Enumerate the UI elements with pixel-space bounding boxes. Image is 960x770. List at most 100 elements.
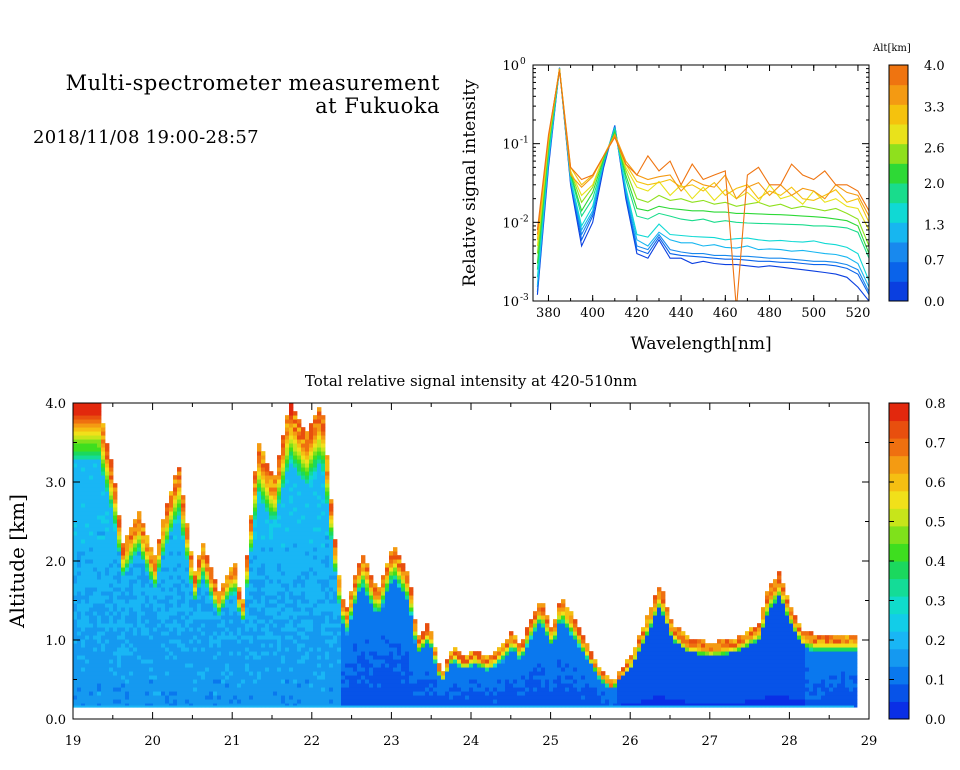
heatmap-cell <box>225 603 230 608</box>
heatmap-cell <box>125 659 130 664</box>
heatmap-cell <box>521 659 526 664</box>
heatmap-cell <box>185 539 190 544</box>
heatmap-cell <box>117 575 122 580</box>
heatmap-cell <box>97 499 102 504</box>
heatmap-cell <box>505 683 510 688</box>
heatmap-cell <box>273 563 278 568</box>
heatmap-cell <box>89 431 94 436</box>
heatmap-cell <box>493 671 498 676</box>
heatmap-cell <box>293 447 298 452</box>
heatmap-cell <box>73 635 78 640</box>
heatmap-cell <box>277 599 282 604</box>
heatmap-cell <box>397 691 402 696</box>
heatmap-cell <box>289 687 294 692</box>
heatmap-cell <box>365 575 370 580</box>
heatmap-cell <box>121 587 126 592</box>
heatmap-cell <box>157 595 162 600</box>
heatmap-cell <box>285 559 290 564</box>
heatmap-cell <box>141 691 146 696</box>
heatmap-cell <box>217 679 222 684</box>
heatmap-cell <box>369 619 374 624</box>
heatmap-cell <box>305 523 310 528</box>
heatmap-cell <box>117 679 122 684</box>
heatmap-cell <box>313 603 318 608</box>
heatmap-cell <box>129 595 134 600</box>
heatmap-cell <box>537 671 542 676</box>
heatmap-cell <box>173 503 178 508</box>
spectrum-series-10 <box>536 69 869 235</box>
heatmap-cell <box>105 519 110 524</box>
heatmap-cell <box>325 675 330 680</box>
heatmap-cell <box>293 475 298 480</box>
heatmap-cell <box>97 687 102 692</box>
heatmap-cell <box>265 467 270 472</box>
heatmap-cell <box>101 603 106 608</box>
heatmap-cell <box>505 667 510 672</box>
heatmap-cell <box>477 687 482 692</box>
heatmap-cell <box>117 695 122 700</box>
heatmap-cell <box>217 675 222 680</box>
heatmap-cell <box>405 599 410 604</box>
heatmap-cell <box>525 667 530 672</box>
heatmap-cell <box>373 703 378 708</box>
heatmap-cell <box>329 543 334 548</box>
altitude-colorbar-cell <box>889 65 908 86</box>
heatmap-cell <box>473 663 478 668</box>
heatmap-cell <box>377 687 382 692</box>
heatmap-cell <box>101 515 106 520</box>
heatmap-cell <box>165 631 170 636</box>
heatmap-cell <box>189 663 194 668</box>
heatmap-cell <box>257 567 262 572</box>
heatmap-cell <box>185 639 190 644</box>
heatmap-cell <box>149 555 154 560</box>
heatmap-cell <box>85 475 90 480</box>
heatmap-cell <box>165 647 170 652</box>
heatmap-cell <box>105 671 110 676</box>
heatmap-cell <box>85 663 90 668</box>
heatmap-cell <box>525 663 530 668</box>
heatmap-cell <box>213 683 218 688</box>
heatmap-cell <box>77 435 82 440</box>
heatmap-cell <box>401 575 406 580</box>
heatmap-cell <box>485 655 490 660</box>
heatmap-cell <box>505 639 510 644</box>
heatmap-cell <box>281 439 286 444</box>
heatmap-cell <box>177 511 182 516</box>
heatmap-cell <box>333 647 338 652</box>
heatmap-cell <box>157 591 162 596</box>
heatmap-cell <box>153 575 158 580</box>
heatmap-cell <box>261 543 266 548</box>
heatmap-cell <box>113 699 118 704</box>
heatmap-cell <box>261 499 266 504</box>
heatmap-cell <box>313 571 318 576</box>
heatmap-cell <box>353 583 358 588</box>
heatmap-cell <box>333 603 338 608</box>
heatmap-cell <box>81 467 86 472</box>
heatmap-cell <box>269 499 274 504</box>
heatmap-cell <box>257 563 262 568</box>
heatmap-cell <box>237 607 242 612</box>
heatmap-cell <box>549 671 554 676</box>
heatmap-cell <box>161 695 166 700</box>
heatmap-cell <box>389 619 394 624</box>
heatmap-cell <box>77 571 82 576</box>
heatmap-cell <box>465 667 470 672</box>
heatmap-cell <box>325 467 330 472</box>
heatmap-cell <box>141 563 146 568</box>
heatmap-cell <box>89 487 94 492</box>
heatmap-cell <box>309 491 314 496</box>
heatmap-cell <box>181 679 186 684</box>
heatmap-cell <box>181 691 186 696</box>
heatmap-cell <box>237 667 242 672</box>
heatmap-cell <box>229 703 234 708</box>
heatmap-cell <box>229 631 234 636</box>
heatmap-cell <box>257 579 262 584</box>
spectrum-ytick-exp: -3 <box>520 293 529 303</box>
heatmap-cell <box>89 607 94 612</box>
heatmap-cell <box>353 655 358 660</box>
heatmap-cell <box>533 611 538 616</box>
heatmap-cell <box>93 643 98 648</box>
heatmap-cell <box>105 591 110 596</box>
heatmap-cell <box>305 679 310 684</box>
heatmap-cell <box>237 615 242 620</box>
